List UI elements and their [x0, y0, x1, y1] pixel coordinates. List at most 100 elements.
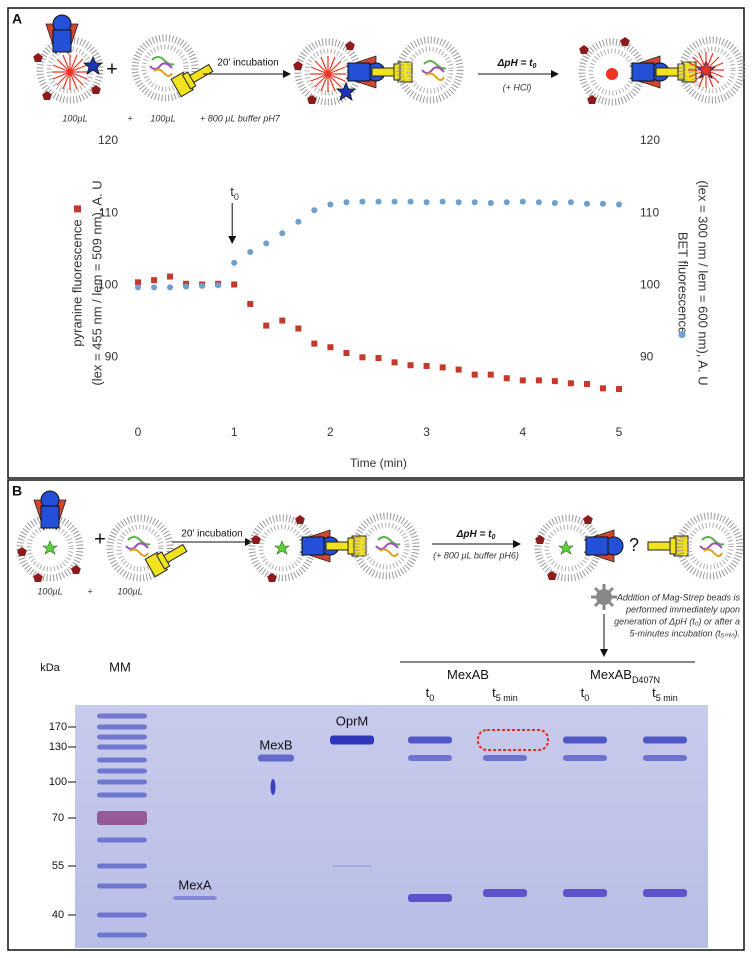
- x-tick-label: 0: [135, 425, 142, 439]
- data-point: [167, 273, 174, 280]
- data-point: [247, 300, 254, 307]
- volume-label: + 800 µL buffer pH7: [200, 113, 281, 123]
- data-point: [231, 281, 238, 288]
- data-point: [455, 199, 462, 206]
- volume-label: 100µL: [62, 113, 87, 123]
- text-subscript: D407N: [632, 675, 660, 685]
- lane-label: MexA: [178, 877, 212, 892]
- scheme-a: [33, 14, 742, 104]
- data-point: [311, 207, 318, 214]
- scheme-b: [17, 490, 740, 663]
- data-point: [375, 198, 382, 205]
- data-point: [439, 364, 446, 371]
- data-point: [295, 218, 302, 225]
- y2-tick-label: 100: [640, 277, 660, 291]
- data-point: [423, 362, 430, 369]
- data-point: [279, 230, 286, 237]
- text-base: t: [581, 685, 585, 700]
- y-tick-label: 100: [98, 277, 118, 291]
- step-label: 20' incubation: [217, 58, 278, 69]
- note-line: Addition of Mag-Strep beads is: [616, 592, 741, 602]
- y-tick-label: 110: [99, 205, 118, 219]
- data-point: [263, 322, 270, 329]
- data-point: [247, 249, 254, 256]
- time-label: t0: [426, 685, 435, 703]
- text-subscript: 0: [429, 693, 434, 703]
- text-base: ΔpH = t: [497, 58, 533, 69]
- data-point: [231, 259, 238, 266]
- data-point: [519, 377, 526, 384]
- gel-band: [97, 912, 147, 918]
- gel-band: [97, 724, 147, 730]
- y2-axis-label: (lex = 300 nm / lem = 600 nm), A. U: [696, 180, 711, 385]
- data-point: [471, 199, 478, 206]
- kda-marker: 40: [52, 909, 64, 921]
- text-base: t: [426, 685, 430, 700]
- text-subscript: 5 min: [656, 693, 678, 703]
- legend-marker: [678, 331, 686, 339]
- y2-tick-label: 90: [640, 349, 654, 363]
- data-point: [135, 284, 141, 291]
- lane-label: OprM: [336, 713, 369, 728]
- gel-band: [563, 736, 607, 744]
- volume-label: +: [87, 586, 92, 596]
- note-line: generation of ΔpH (t₀) or after a: [614, 616, 740, 626]
- kda-marker: 170: [49, 721, 67, 733]
- volume-label: 100µL: [150, 113, 175, 123]
- gel-band: [97, 768, 147, 774]
- data-point: [616, 201, 622, 208]
- kda-label: kDa: [40, 662, 60, 674]
- x-tick-label: 1: [231, 425, 238, 439]
- text-base: MexAB: [590, 667, 632, 682]
- y-axis-label: pyranine fluorescence: [69, 219, 84, 346]
- data-point: [135, 279, 141, 286]
- data-point: [407, 198, 414, 205]
- time-label: t5 min: [492, 685, 518, 703]
- data-point: [567, 380, 574, 387]
- data-point: [343, 349, 350, 356]
- step-label: ΔpH = t0: [456, 529, 496, 542]
- x-axis-label: Time (min): [350, 456, 407, 470]
- plus-sign: +: [94, 528, 106, 550]
- data-point: [151, 284, 158, 291]
- note-line: performed immediately upon: [625, 604, 740, 614]
- gel-smear: [270, 779, 276, 795]
- volume-label: 100µL: [37, 586, 62, 596]
- data-point: [439, 198, 446, 205]
- gel-band: [97, 734, 147, 740]
- text-subscript: 0: [234, 192, 239, 202]
- data-point: [423, 199, 430, 206]
- data-point: [599, 200, 606, 207]
- data-point: [215, 282, 222, 289]
- kda-marker: 70: [52, 812, 64, 824]
- step-note: (+ HCl): [503, 82, 532, 92]
- y2-tick-label: 110: [640, 205, 659, 219]
- text-base: t: [230, 184, 234, 199]
- data-point: [407, 362, 414, 369]
- data-point: [343, 199, 350, 206]
- data-point: [567, 199, 574, 206]
- x-tick-label: 5: [616, 425, 623, 439]
- y2-tick-label: 120: [640, 133, 660, 147]
- data-point: [616, 386, 622, 393]
- panel-frame: [7, 479, 745, 951]
- gel-band: [97, 779, 147, 785]
- data-point: [167, 284, 174, 291]
- text-base: t: [492, 685, 496, 700]
- data-point: [151, 277, 158, 284]
- note-line: 5-minutes incubation (t₅ₘᵢₙ).: [630, 628, 740, 638]
- gel-band: [483, 755, 527, 761]
- gel-band: [330, 735, 374, 745]
- x-tick-label: 2: [327, 425, 334, 439]
- group-label: MexAB: [447, 667, 489, 682]
- lane-label: MexB: [259, 737, 292, 752]
- gel-band: [97, 811, 147, 825]
- data-point: [487, 371, 494, 378]
- chart: 90 100 110 120 90 100 110 120 0 1 2 3 4 5 Time (min) py…: [69, 133, 710, 470]
- group-label: MexABD407N: [590, 667, 660, 685]
- data-point: [359, 354, 366, 361]
- data-point: [503, 199, 510, 206]
- kda-marker: 130: [49, 741, 67, 753]
